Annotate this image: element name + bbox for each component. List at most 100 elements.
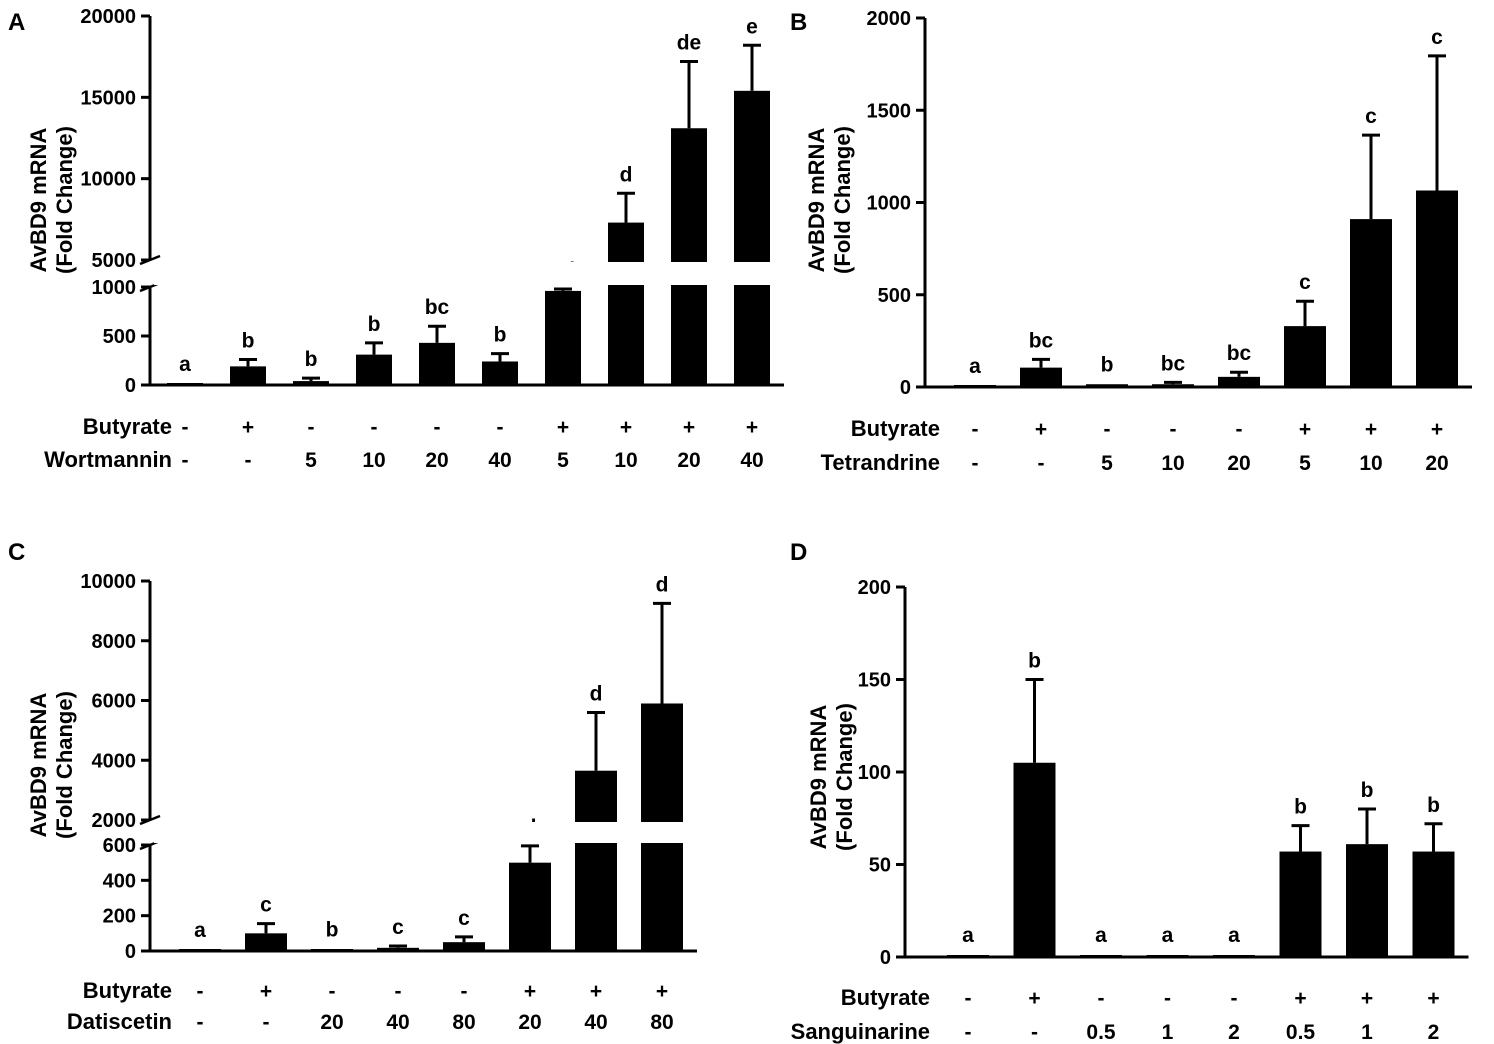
panel-letter: D bbox=[790, 539, 807, 566]
treatment-label: Butyrate bbox=[83, 978, 172, 1003]
treatment-value: - bbox=[434, 416, 441, 439]
panel-letter: B bbox=[790, 9, 807, 36]
treatment-value: 40 bbox=[488, 449, 511, 472]
treatment-value: 0.5 bbox=[1086, 1021, 1116, 1044]
bar bbox=[575, 770, 617, 951]
significance-letter: b bbox=[305, 348, 318, 371]
treatment-value: + bbox=[656, 980, 668, 1003]
treatment-value: 20 bbox=[320, 1011, 343, 1034]
treatment-value: 20 bbox=[677, 449, 700, 472]
treatment-value: + bbox=[557, 416, 569, 439]
y-tick-label: 5000 bbox=[92, 250, 137, 272]
significance-letter: c bbox=[1365, 105, 1377, 128]
significance-letter: a bbox=[962, 924, 974, 947]
bar bbox=[293, 381, 329, 385]
panel-d: D AvBD9 mRNA(Fold Change) 0 50 100 150 200 a b a a… bbox=[790, 539, 1469, 1044]
treatment-value: - bbox=[395, 980, 402, 1003]
bar bbox=[356, 354, 392, 385]
bar bbox=[1284, 326, 1326, 387]
bar bbox=[947, 955, 989, 957]
significance-letter: b bbox=[1361, 779, 1374, 802]
significance-letter: a bbox=[1228, 924, 1240, 947]
y-axis-title-line2: (Fold Change) bbox=[832, 703, 857, 851]
treatment-value: - bbox=[308, 416, 315, 439]
treatment-value: + bbox=[1431, 418, 1443, 441]
significance-letter: b bbox=[368, 313, 381, 336]
panel-c: C AvBD9 mRNA(Fold Change) 0 200 400 600 2000 40… bbox=[8, 539, 701, 1034]
significance-letter: b bbox=[494, 324, 507, 347]
significance-letter: c bbox=[1299, 271, 1311, 294]
treatment-value: + bbox=[683, 416, 695, 439]
panel-letter: A bbox=[8, 9, 25, 36]
significance-letter: d bbox=[590, 682, 603, 705]
treatment-value: + bbox=[590, 980, 602, 1003]
significance-letter: b bbox=[1101, 353, 1114, 376]
y-axis-title-line2: (Fold Change) bbox=[52, 126, 77, 274]
treatment-value: - bbox=[182, 416, 189, 439]
treatment-value: 10 bbox=[1161, 452, 1184, 475]
treatment-value: 20 bbox=[518, 1011, 541, 1034]
y-tick-label: 1000 bbox=[867, 193, 912, 215]
treatment-value: - bbox=[1031, 1021, 1038, 1044]
significance-letter: d bbox=[620, 163, 633, 186]
bar bbox=[734, 90, 770, 386]
significance-letter: c bbox=[1431, 26, 1443, 49]
y-tick-label: 0 bbox=[125, 941, 136, 963]
significance-letter: bc bbox=[1029, 329, 1054, 352]
treatment-value: + bbox=[746, 416, 758, 439]
bar bbox=[1152, 384, 1194, 387]
treatment-label: Butyrate bbox=[83, 414, 172, 439]
y-axis-title: AvBD9 mRNA(Fold Change) bbox=[26, 126, 77, 274]
y-tick-label: 2000 bbox=[92, 810, 137, 832]
y-tick-label: 150 bbox=[858, 670, 891, 692]
treatment-value: - bbox=[245, 449, 252, 472]
treatment-value: + bbox=[1028, 987, 1040, 1010]
y-tick-label: 20000 bbox=[80, 6, 136, 28]
treatment-value: - bbox=[1098, 987, 1105, 1010]
panel-letter: C bbox=[8, 539, 25, 566]
treatment-label: Butyrate bbox=[851, 416, 940, 441]
significance-letter: d bbox=[656, 573, 669, 596]
significance-letter: e bbox=[746, 15, 758, 38]
treatment-value: - bbox=[1038, 452, 1045, 475]
y-tick-label: 500 bbox=[878, 285, 911, 307]
significance-letter: a bbox=[179, 353, 191, 376]
treatment-value: + bbox=[260, 980, 272, 1003]
treatment-value: 5 bbox=[305, 449, 317, 472]
y-tick-label: 100 bbox=[858, 762, 891, 784]
y-axis-title: AvBD9 mRNA(Fold Change) bbox=[26, 691, 77, 839]
treatment-value: 10 bbox=[614, 449, 637, 472]
treatment-value: 10 bbox=[362, 449, 385, 472]
significance-letter: c bbox=[392, 916, 404, 939]
bar bbox=[1013, 762, 1056, 957]
treatment-value: + bbox=[1294, 987, 1306, 1010]
treatment-value: - bbox=[1170, 418, 1177, 441]
bar bbox=[311, 949, 353, 951]
y-axis-title-line1: AvBD9 mRNA bbox=[26, 128, 51, 273]
treatment-value: + bbox=[1035, 418, 1047, 441]
y-tick-label: 8000 bbox=[92, 631, 137, 653]
treatment-value: - bbox=[965, 987, 972, 1010]
treatment-value: - bbox=[965, 1021, 972, 1044]
bar bbox=[1020, 367, 1062, 387]
y-tick-label: 15000 bbox=[80, 87, 136, 109]
treatment-value: - bbox=[972, 418, 979, 441]
bar bbox=[419, 342, 455, 385]
significance-letter: a bbox=[194, 919, 206, 942]
treatment-value: 5 bbox=[1299, 452, 1311, 475]
y-tick-label: 50 bbox=[869, 855, 891, 877]
treatment-value: 40 bbox=[740, 449, 763, 472]
treatment-value: + bbox=[242, 416, 254, 439]
treatment-label: Sanguinarine bbox=[791, 1019, 930, 1044]
bar bbox=[954, 385, 996, 387]
treatment-value: 20 bbox=[1227, 452, 1250, 475]
y-tick-label: 1500 bbox=[867, 100, 912, 122]
treatment-value: + bbox=[1361, 987, 1373, 1010]
bar bbox=[608, 222, 644, 385]
bar bbox=[545, 290, 581, 385]
bar bbox=[245, 933, 287, 951]
y-tick-label: 200 bbox=[103, 906, 136, 928]
bar bbox=[377, 947, 419, 951]
bar bbox=[1350, 219, 1392, 387]
